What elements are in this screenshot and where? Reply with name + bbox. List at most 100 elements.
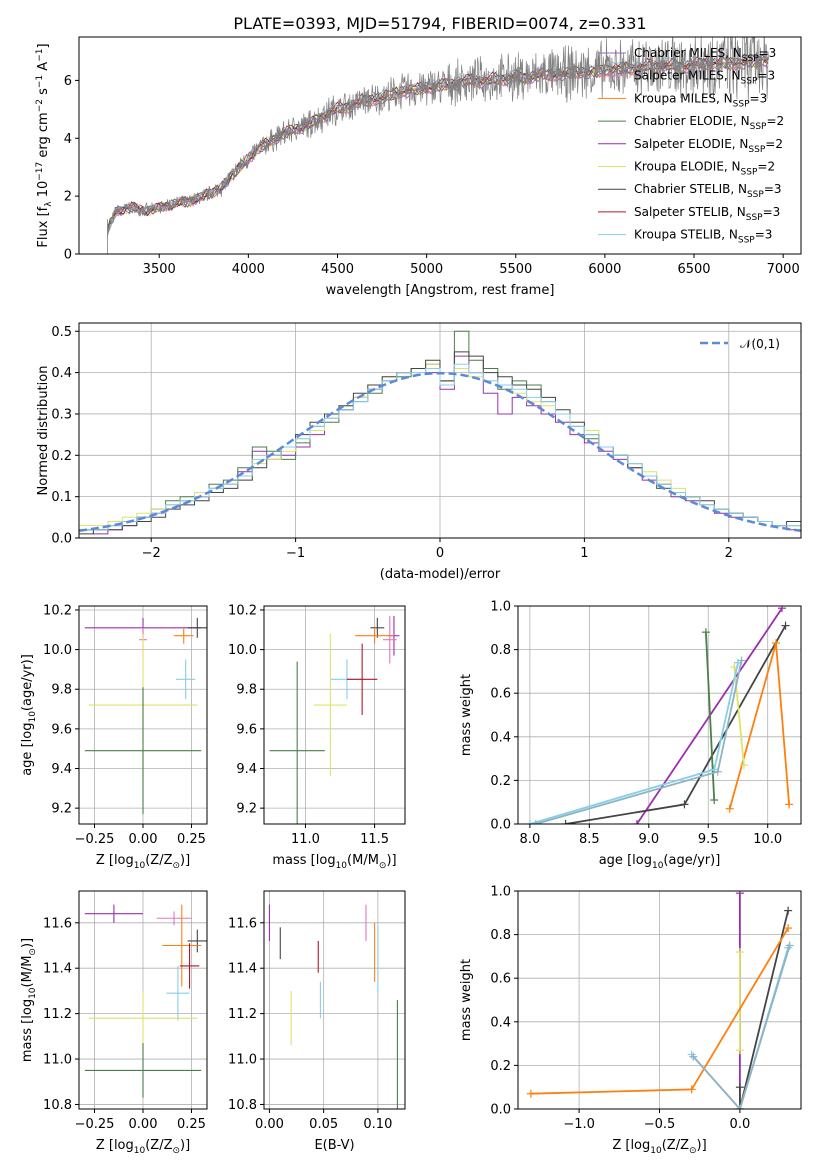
y-tick-label: 0 <box>64 248 72 263</box>
y-tick-label: 11.2 <box>43 1007 72 1022</box>
weight-marker <box>784 906 793 915</box>
y-tick-label: 10.8 <box>43 1098 72 1113</box>
normal-reference-curve <box>79 371 801 533</box>
x-tick-label: 7000 <box>767 262 800 277</box>
x-tick-label: 5500 <box>499 262 532 277</box>
weight-marker <box>725 804 734 813</box>
errorbar-point <box>370 617 385 638</box>
y-tick-label: 11.6 <box>43 916 72 931</box>
plot-area-residuals <box>79 330 801 535</box>
y-axis-label: mass [log10(M/M⊙)] <box>20 938 38 1062</box>
axes-weight-vs-age: 8.0 8.5 9.0 9.5 10.0 0.0 0.2 0.4 0.6 0.8 1.0 age [l… <box>459 600 802 871</box>
x-tick-label: 0.05 <box>309 1117 338 1132</box>
axes-mass-vs-Z: −0.25 0.00 0.25 10.8 11.0 11.2 11.4 11.6 Z [log1… <box>20 890 208 1156</box>
legend-label: 𝒩(0,1) <box>740 337 780 351</box>
x-tick-label: 2 <box>725 546 733 561</box>
x-tick-label: 10.0 <box>753 832 782 847</box>
weight-marker <box>777 606 786 613</box>
y-tick-label: 0.0 <box>490 818 511 833</box>
plot-area-spectrum <box>107 37 769 254</box>
errorbar-point <box>313 633 347 777</box>
weight-line <box>733 666 745 766</box>
legend-label: Chabrier STELIB, NSSP=3 <box>634 182 782 200</box>
y-axis-label: Flux [fλ 10−17 erg cm−2 s−1 A−1] <box>35 43 54 247</box>
y-tick-label: 10.0 <box>228 643 257 658</box>
x-tick-label: 9.5 <box>698 832 719 847</box>
figure-title: PLATE=0393, MJD=51794, FIBERID=0074, z=0… <box>233 14 646 33</box>
y-tick-label: 1.0 <box>490 600 511 615</box>
x-tick-label: 11.5 <box>360 832 389 847</box>
plot-area-weight-vs-age <box>525 606 794 824</box>
weight-marker <box>772 639 781 648</box>
weight-marker <box>781 621 790 630</box>
x-tick-label: −1.0 <box>563 1117 595 1132</box>
plot-area-age-vs-Z <box>84 617 207 815</box>
x-tick-label: −0.5 <box>644 1117 676 1132</box>
y-tick-label: 2 <box>64 190 72 205</box>
weight-marker <box>713 767 722 776</box>
y-axis-label: Normed distribution <box>36 366 51 496</box>
axes-mass-vs-ebv: 0.00 0.05 0.10 10.8 11.0 11.2 11.4 11.6 E(B-V) <box>228 890 406 1153</box>
legend-label: Salpeter ELODIE, NSSP=2 <box>634 137 783 155</box>
y-axis-label: age [log10(age/yr)] <box>20 654 38 776</box>
weight-line <box>705 632 716 801</box>
y-tick-label: 0.4 <box>51 366 72 381</box>
x-tick-label: 0.0 <box>730 1117 751 1132</box>
y-tick-label: 0.6 <box>490 687 511 702</box>
weight-marker <box>632 820 641 824</box>
y-tick-label: 9.6 <box>236 722 257 737</box>
plot-area-mass-vs-ebv <box>268 904 398 1109</box>
y-tick-label: 0.5 <box>51 325 72 340</box>
y-tick-label: 0.2 <box>51 449 72 464</box>
y-tick-label: 10.0 <box>43 643 72 658</box>
legend-label: Kroupa STELIB, NSSP=3 <box>634 228 772 246</box>
legend: Chabrier MILES, NSSP=3 Salpeter MILES, NS… <box>598 46 784 246</box>
y-tick-label: 6 <box>64 74 72 89</box>
observed-spectrum-line <box>107 37 769 239</box>
y-tick-label: 9.2 <box>51 802 72 817</box>
x-axis-label: (data-model)/error <box>380 567 501 582</box>
y-tick-label: 0.4 <box>490 730 511 745</box>
x-tick-label: 8.5 <box>579 832 600 847</box>
x-tick-label: 8.0 <box>520 832 541 847</box>
x-axis-label: E(B-V) <box>314 1138 354 1153</box>
y-tick-label: 0.4 <box>490 1015 511 1030</box>
x-tick-label: −0.25 <box>75 1117 115 1132</box>
weight-marker <box>710 796 719 805</box>
x-tick-label: 0.25 <box>177 1117 206 1132</box>
y-tick-label: 0.0 <box>51 532 72 547</box>
weight-marker <box>525 820 534 824</box>
x-tick-label: 9.0 <box>638 832 659 847</box>
axes-residuals: 𝒩(0,1) −2 −1 0 1 2 0.0 0.1 0.2 0.3 0.4 0.5 (data-mod… <box>36 322 802 582</box>
weight-marker <box>680 800 689 809</box>
y-tick-label: 0.3 <box>51 407 72 422</box>
x-tick-label: 6000 <box>588 262 621 277</box>
y-tick-label: 11.2 <box>228 1007 257 1022</box>
y-tick-label: 1.0 <box>490 885 511 900</box>
x-axis-label: Z [log10(Z/Z⊙)] <box>96 853 190 871</box>
x-tick-label: −2 <box>142 546 161 561</box>
x-axis-label: age [log10(age/yr)] <box>599 853 721 871</box>
y-tick-label: 10.2 <box>43 603 72 618</box>
weight-marker <box>735 1105 744 1109</box>
y-tick-label: 11.4 <box>228 962 257 977</box>
weight-marker <box>687 1085 696 1094</box>
errorbar-point <box>174 627 194 644</box>
weight-marker <box>526 1089 535 1098</box>
legend-label: Chabrier MILES, NSSP=3 <box>634 46 776 64</box>
plot-area-age-vs-mass <box>269 615 400 824</box>
x-axis-label: mass [log10(M/M⊙)] <box>272 853 396 871</box>
x-tick-label: 11.0 <box>291 832 320 847</box>
y-axis-label: mass weight <box>459 674 474 756</box>
legend: 𝒩(0,1) <box>700 337 780 351</box>
x-axis-label: Z [log10(Z/Z⊙)] <box>612 1138 706 1156</box>
x-tick-label: 4000 <box>232 262 265 277</box>
legend-label: Kroupa MILES, NSSP=3 <box>634 91 767 109</box>
weight-marker <box>735 1083 744 1092</box>
x-tick-label: 3500 <box>143 262 176 277</box>
y-tick-label: 11.6 <box>228 916 257 931</box>
errorbar-point <box>179 943 200 989</box>
weight-marker <box>785 800 794 809</box>
weight-line <box>728 642 790 809</box>
